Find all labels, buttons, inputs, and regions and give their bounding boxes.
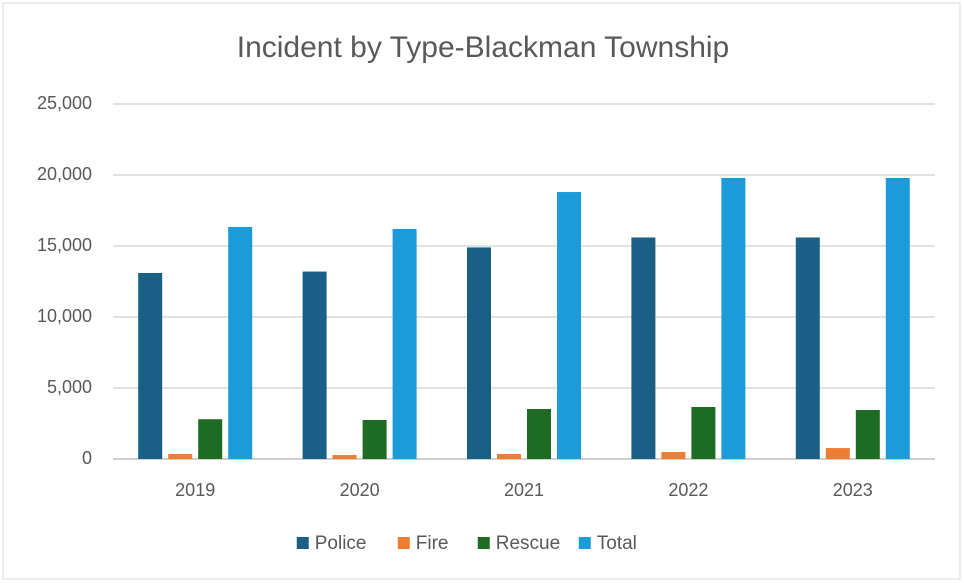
y-tick-label: 15,000	[37, 235, 92, 255]
bar	[168, 454, 193, 459]
bar	[392, 228, 417, 459]
legend-label: Police	[315, 533, 367, 554]
y-tick-label: 5,000	[47, 377, 92, 397]
x-tick-label: 2023	[833, 480, 873, 500]
bar	[855, 410, 880, 459]
legend-swatch	[578, 537, 591, 549]
bar	[721, 177, 746, 459]
bar	[691, 407, 716, 459]
bar	[362, 419, 387, 459]
bar	[557, 192, 581, 460]
legend-label: Total	[597, 533, 637, 554]
bar	[497, 454, 521, 459]
legend-swatch	[397, 537, 410, 549]
legend-swatch	[477, 537, 490, 549]
legend-swatch	[296, 537, 309, 549]
y-tick-label: 20,000	[37, 164, 92, 184]
y-tick-label: 0	[82, 448, 92, 468]
bar	[825, 448, 850, 459]
legend-label: Rescue	[496, 533, 560, 554]
x-tick-label: 2020	[340, 480, 380, 500]
bar	[138, 272, 163, 459]
y-tick-label: 25,000	[37, 93, 92, 113]
bar	[661, 452, 686, 459]
x-tick-label: 2019	[175, 480, 215, 500]
bar	[302, 271, 327, 459]
bar	[631, 237, 656, 459]
bar	[467, 247, 491, 459]
bar	[795, 237, 820, 459]
x-tick-label: 2021	[504, 480, 544, 500]
bar	[198, 419, 223, 459]
bar	[228, 226, 253, 459]
legend-label: Fire	[416, 533, 449, 554]
y-tick-label: 10,000	[37, 306, 92, 326]
bar	[332, 455, 357, 459]
x-tick-label: 2022	[668, 480, 708, 500]
chart-title: Incident by Type-Blackman Township	[237, 31, 730, 64]
bar	[885, 177, 910, 459]
bar	[527, 409, 551, 459]
